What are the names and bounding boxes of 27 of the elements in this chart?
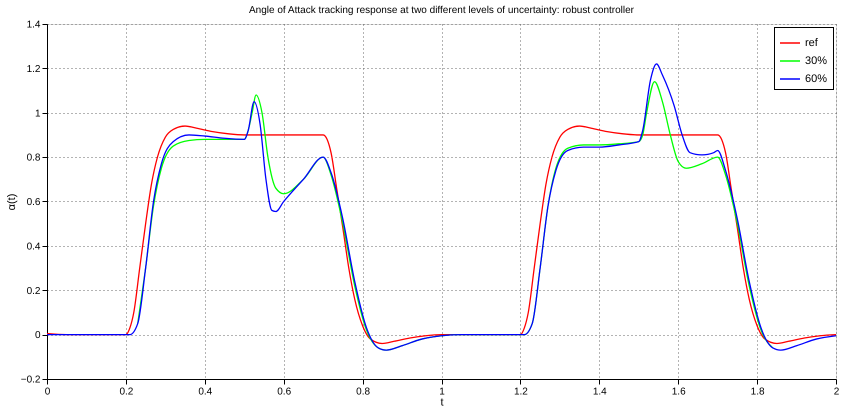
x-tick-label: 2: [834, 386, 840, 398]
y-axis-title: α(t): [6, 194, 18, 210]
x-tick-label: 1.8: [750, 386, 765, 398]
y-tick-label: 0.2: [26, 286, 41, 297]
x-tick-label: 1.2: [514, 386, 528, 398]
x-tick-label: 0: [44, 386, 51, 398]
x-tick-label: 1: [439, 386, 446, 398]
line-series: [46, 63, 837, 351]
x-axis-title: t: [440, 396, 444, 408]
chart-title: Angle of Attack tracking response at two different levels of uncertainty: robust controller: [248, 5, 635, 16]
y-tick-label: 0.4: [26, 241, 41, 252]
y-tick-label: 0: [34, 330, 41, 342]
y-tick-label: 0.6: [26, 197, 41, 208]
legend-label: 60%: [805, 73, 828, 85]
y-tick-label: −0.2: [20, 374, 41, 386]
y-tick-label: 1.4: [26, 20, 41, 30]
x-tick-label: 0.4: [198, 386, 213, 398]
y-tick-label: 1: [34, 108, 41, 120]
y-tick-label: 0.8: [26, 152, 41, 164]
x-tick-label: 0.2: [119, 386, 134, 398]
x-tick-label: 0.6: [277, 386, 292, 398]
y-tick-label: 1.2: [26, 64, 41, 75]
x-tick-label: 1.4: [592, 386, 608, 398]
legend-label: ref: [805, 37, 819, 49]
x-tick-label: 1.6: [672, 386, 686, 398]
x-tick-label: 0.8: [356, 386, 370, 398]
legend-label: 30%: [805, 55, 828, 67]
